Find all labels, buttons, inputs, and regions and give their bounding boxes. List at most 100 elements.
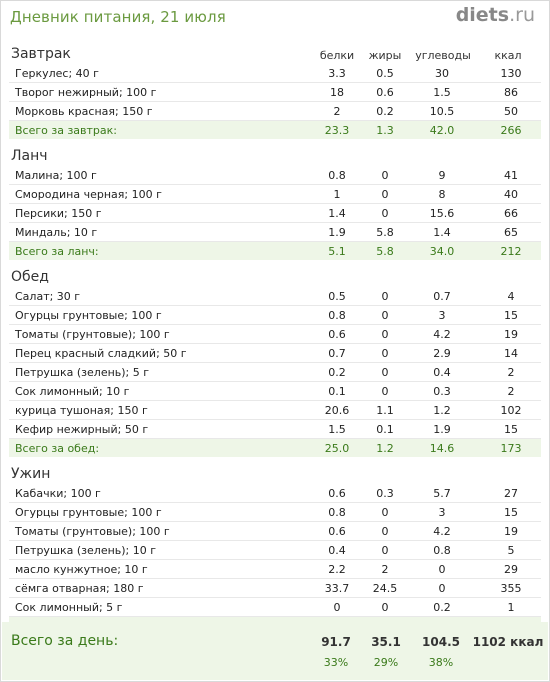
food-row[interactable]: Сок лимонный; 10 г 0.1 0 0.3 2 (9, 382, 541, 401)
food-name: Петрушка (зелень); 10 г (15, 544, 157, 557)
food-row[interactable]: Салат; 30 г 0.5 0 0.7 4 (9, 287, 541, 306)
food-row[interactable]: сёмга отварная; 180 г 33.7 24.5 0 355 (9, 579, 541, 598)
day-total-fat: 35.1 (371, 635, 401, 649)
food-name: Томаты (грунтовые); 100 г (15, 525, 170, 538)
day-total-protein: 91.7 (321, 635, 351, 649)
value-protein: 1 (333, 188, 341, 201)
food-row[interactable]: Огурцы грунтовые; 100 г 0.8 0 3 15 (9, 503, 541, 522)
value-fat: 0 (381, 169, 389, 182)
food-row[interactable]: Малина; 100 г 0.8 0 9 41 (9, 166, 541, 185)
day-total-label: Всего за день: (11, 633, 119, 649)
value-carbs: 9 (438, 169, 446, 182)
column-header-carbs: углеводы (415, 49, 471, 62)
value-carbs: 42.0 (429, 124, 455, 137)
food-name: Морковь красная; 150 г (15, 105, 153, 118)
value-carbs: 3 (438, 506, 446, 519)
value-kcal: 212 (500, 245, 522, 258)
value-kcal: 29 (504, 563, 518, 576)
value-protein: 0 (333, 601, 341, 614)
food-name: Кефир нежирный; 50 г (15, 423, 149, 436)
value-protein: 0.6 (328, 487, 346, 500)
food-row[interactable]: Томаты (грунтовые); 100 г 0.6 0 4.2 19 (9, 522, 541, 541)
value-kcal: 102 (500, 404, 522, 417)
value-kcal: 355 (500, 582, 522, 595)
meal-header: Обед (9, 268, 541, 287)
value-carbs: 4.2 (433, 525, 451, 538)
value-protein: 23.3 (324, 124, 350, 137)
meal-total-label: Всего за обед: (15, 442, 100, 455)
value-carbs: 2.9 (433, 347, 451, 360)
value-carbs: 34.0 (429, 245, 455, 258)
section-gap (9, 139, 541, 147)
value-protein: 1.4 (328, 207, 346, 220)
value-carbs: 1.9 (433, 423, 451, 436)
value-kcal: 4 (507, 290, 515, 303)
day-total-carbs: 104.5 (422, 635, 460, 649)
food-name: Малина; 100 г (15, 169, 97, 182)
value-kcal: 5 (507, 544, 515, 557)
food-row[interactable]: масло кунжутное; 10 г 2.2 2 0 29 (9, 560, 541, 579)
value-protein: 20.6 (324, 404, 350, 417)
food-row[interactable]: курица тушоная; 150 г 20.6 1.1 1.2 102 (9, 401, 541, 420)
food-row[interactable]: Морковь красная; 150 г 2 0.2 10.5 50 (9, 102, 541, 121)
header: Дневник питания, 21 июля diets.ru (1, 1, 549, 35)
value-carbs: 0 (438, 582, 446, 595)
food-row[interactable]: Огурцы грунтовые; 100 г 0.8 0 3 15 (9, 306, 541, 325)
value-kcal: 2 (507, 385, 515, 398)
meal-section: Ужин Кабачки; 100 г 0.6 0.3 5.7 27 Огурцы грун… (9, 465, 541, 643)
value-fat: 0 (381, 347, 389, 360)
value-protein: 1.9 (328, 226, 346, 239)
food-name: масло кунжутное; 10 г (15, 563, 148, 576)
value-kcal: 40 (504, 188, 518, 201)
value-carbs: 5.7 (433, 487, 451, 500)
meal-section: Завтрак белки жиры углеводы ккал Геркулес; 40… (9, 45, 541, 147)
food-row[interactable]: Персики; 150 г 1.4 0 15.6 66 (9, 204, 541, 223)
value-fat: 0 (381, 188, 389, 201)
section-gap (9, 457, 541, 465)
value-protein: 0.7 (328, 347, 346, 360)
food-row[interactable]: Кабачки; 100 г 0.6 0.3 5.7 27 (9, 484, 541, 503)
food-name: Смородина черная; 100 г (15, 188, 162, 201)
value-protein: 0.4 (328, 544, 346, 557)
meal-total-label: Всего за ланч: (15, 245, 99, 258)
value-carbs: 1.2 (433, 404, 451, 417)
value-carbs: 15.6 (429, 207, 455, 220)
meal-total-row: Всего за обед: 25.0 1.2 14.6 173 (9, 439, 541, 457)
value-fat: 0 (381, 525, 389, 538)
food-row[interactable]: Творог нежирный; 100 г 18 0.6 1.5 86 (9, 83, 541, 102)
value-protein: 2 (333, 105, 341, 118)
food-name: Персики; 150 г (15, 207, 102, 220)
value-carbs: 0.2 (433, 601, 451, 614)
food-row[interactable]: Кефир нежирный; 50 г 1.5 0.1 1.9 15 (9, 420, 541, 439)
day-total: Всего за день: 91.7 35.1 104.5 1102 ккал… (2, 622, 548, 680)
food-name: Огурцы грунтовые; 100 г (15, 309, 162, 322)
meal-total-row: Всего за ланч: 5.1 5.8 34.0 212 (9, 242, 541, 260)
value-kcal: 27 (504, 487, 518, 500)
food-row[interactable]: Томаты (грунтовые); 100 г 0.6 0 4.2 19 (9, 325, 541, 344)
value-protein: 0.8 (328, 169, 346, 182)
value-fat: 2 (381, 563, 389, 576)
value-kcal: 66 (504, 207, 518, 220)
site-logo[interactable]: diets.ru (456, 4, 535, 26)
value-fat: 0 (381, 544, 389, 557)
meal-total-label: Всего за завтрак: (15, 124, 118, 137)
food-row[interactable]: Геркулес; 40 г 3.3 0.5 30 130 (9, 64, 541, 83)
food-row[interactable]: Петрушка (зелень); 5 г 0.2 0 0.4 2 (9, 363, 541, 382)
value-protein: 1.5 (328, 423, 346, 436)
value-protein: 3.3 (328, 67, 346, 80)
food-row[interactable]: Перец красный сладкий; 50 г 0.7 0 2.9 14 (9, 344, 541, 363)
food-row[interactable]: Миндаль; 10 г 1.9 5.8 1.4 65 (9, 223, 541, 242)
value-fat: 5.8 (376, 245, 394, 258)
meal-title: Ланч (11, 148, 48, 164)
food-row[interactable]: Смородина черная; 100 г 1 0 8 40 (9, 185, 541, 204)
food-row[interactable]: Сок лимонный; 5 г 0 0 0.2 1 (9, 598, 541, 617)
value-fat: 0.5 (376, 67, 394, 80)
food-row[interactable]: Петрушка (зелень); 10 г 0.4 0 0.8 5 (9, 541, 541, 560)
value-kcal: 19 (504, 525, 518, 538)
value-fat: 1.2 (376, 442, 394, 455)
value-kcal: 266 (500, 124, 522, 137)
food-name: курица тушоная; 150 г (15, 404, 148, 417)
value-carbs: 1.4 (433, 226, 451, 239)
food-name: Томаты (грунтовые); 100 г (15, 328, 170, 341)
day-carbs-percent: 38% (428, 656, 454, 669)
